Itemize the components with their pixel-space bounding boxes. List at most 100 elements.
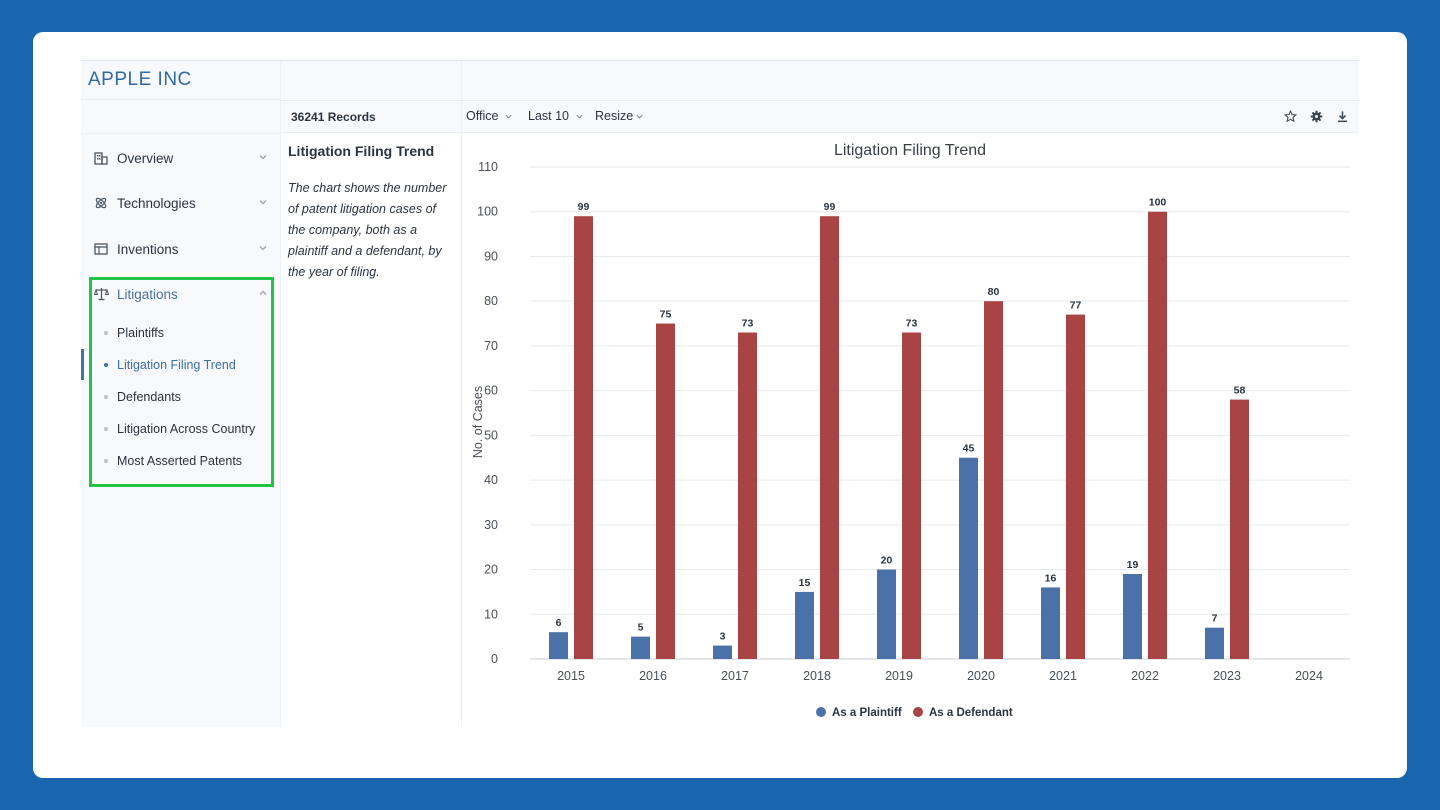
divider	[81, 133, 280, 134]
bar-defendant[interactable]	[984, 301, 1003, 659]
chevron-up-icon	[259, 290, 267, 295]
data-label: 99	[824, 201, 836, 213]
bar-defendant[interactable]	[738, 332, 757, 659]
panel-title: Litigation Filing Trend	[288, 143, 435, 159]
bar-defendant[interactable]	[656, 323, 675, 659]
sidebar-item-litigations[interactable]: Litigations	[93, 282, 269, 306]
chevron-down-icon	[259, 246, 267, 251]
panel-description: The chart shows the number of patent lit…	[288, 181, 447, 279]
sidebar-subitem-plaintiffs[interactable]: Plaintiffs	[104, 323, 164, 343]
building-icon	[93, 150, 109, 166]
data-label: 15	[799, 577, 811, 589]
bar-defendant[interactable]	[1148, 211, 1167, 659]
sidebar-subitem-label: Litigation Filing Trend	[117, 358, 236, 372]
x-tick-label: 2018	[803, 669, 831, 683]
sidebar-subitem-most-asserted-patents[interactable]: Most Asserted Patents	[104, 451, 242, 471]
sidebar-subitem-label: Most Asserted Patents	[117, 454, 243, 468]
x-tick-label: 2024	[1295, 669, 1323, 683]
chart-title: Litigation Filing Trend	[834, 142, 986, 159]
office-dropdown[interactable]: Office	[466, 109, 513, 123]
download-icon[interactable]	[1336, 110, 1349, 123]
chevron-down-icon	[576, 114, 583, 119]
active-indicator	[81, 349, 84, 380]
sidebar-item-inventions[interactable]: Inventions	[93, 237, 269, 261]
data-label: 75	[660, 309, 672, 321]
legend-marker-defendant	[913, 707, 923, 717]
data-label: 3	[720, 631, 726, 643]
bar-plaintiff[interactable]	[1041, 587, 1060, 659]
bullet-icon	[104, 363, 108, 367]
bar-defendant[interactable]	[1066, 314, 1085, 659]
bar-plaintiff[interactable]	[713, 645, 732, 659]
y-axis-label: No. of Cases	[471, 386, 485, 458]
y-tick-label: 80	[484, 294, 498, 308]
bar-defendant[interactable]	[902, 332, 921, 659]
y-tick-label: 0	[491, 652, 498, 666]
resize-dropdown-label: Resize	[595, 109, 634, 123]
data-label: 7	[1212, 613, 1218, 625]
data-label: 19	[1127, 559, 1139, 571]
x-tick-label: 2019	[885, 669, 913, 683]
sidebar-subitem-defendants[interactable]: Defendants	[104, 387, 181, 407]
chart-toolbar: Office Last 10 Resize	[462, 100, 1359, 133]
y-axis-ticks: 0 10 20 30 40 50 60 70 80 90 100 110	[477, 160, 498, 666]
bar-plaintiff[interactable]	[549, 632, 568, 659]
panel-header	[281, 61, 461, 99]
sidebar-subitem-litigation-filing-trend[interactable]: Litigation Filing Trend	[104, 355, 236, 375]
sidebar-item-label: Technologies	[117, 195, 196, 211]
y-tick-label: 40	[484, 473, 498, 487]
bar-plaintiff[interactable]	[1205, 627, 1224, 659]
atom-icon	[93, 195, 109, 211]
chart-legend: As a Plaintiff As a Defendant	[816, 707, 1013, 719]
x-tick-label: 2022	[1131, 669, 1159, 683]
last-dropdown[interactable]: Last 10	[528, 109, 584, 123]
data-label: 100	[1149, 197, 1167, 209]
sidebar-subitem-label: Plaintiffs	[117, 326, 165, 340]
info-panel: 36241 Records Litigation Filing Trend Th…	[280, 61, 462, 727]
y-tick-label: 110	[478, 160, 498, 174]
sidebar-item-label: Inventions	[117, 241, 179, 257]
x-tick-label: 2023	[1213, 669, 1241, 683]
gear-icon[interactable]	[1310, 110, 1323, 123]
litigation-bar-chart: Litigation Filing Trend 0 10 20 30 40 50 60 70 8…	[471, 142, 1350, 719]
bar-defendant[interactable]	[820, 216, 839, 659]
sidebar-subitem-label: Defendants	[117, 390, 181, 404]
x-tick-label: 2015	[557, 669, 585, 683]
x-axis-ticks: 2015 2016 2017 2018 2019 2020 2021 2022 2023 2024	[557, 669, 1323, 683]
panel-header	[462, 61, 1359, 99]
bar-defendant[interactable]	[574, 216, 593, 659]
resize-dropdown[interactable]: Resize	[595, 109, 644, 123]
y-tick-label: 50	[484, 428, 498, 442]
bullet-icon	[104, 395, 108, 399]
data-label: 73	[742, 317, 754, 329]
bar-plaintiff[interactable]	[795, 591, 814, 659]
bars: 6 99 5 75 3 73 15 99 20 73 45 80 16 77 19 100 7 58	[549, 197, 1249, 659]
sidebar-subitem-label: Litigation Across Country	[117, 422, 256, 436]
legend-marker-plaintiff	[816, 707, 826, 717]
sidebar-item-label: Overview	[117, 150, 174, 166]
last-dropdown-label: Last 10	[528, 109, 570, 123]
chevron-down-icon	[505, 114, 513, 119]
bar-defendant[interactable]	[1230, 399, 1249, 659]
bar-plaintiff[interactable]	[959, 457, 978, 659]
sidebar-item-overview[interactable]: Overview	[93, 146, 269, 170]
data-label: 99	[578, 201, 590, 213]
bar-plaintiff[interactable]	[877, 569, 896, 659]
legend-label-defendant[interactable]: As a Defendant	[929, 707, 1013, 719]
data-label: 5	[638, 622, 644, 634]
bullet-icon	[104, 459, 108, 463]
star-icon[interactable]	[1284, 110, 1297, 123]
x-tick-label: 2020	[967, 669, 995, 683]
sidebar-subitem-litigation-across-country[interactable]: Litigation Across Country	[104, 419, 255, 439]
legend-label-plaintiff[interactable]: As a Plaintiff	[832, 707, 902, 719]
sidebar-item-technologies[interactable]: Technologies	[93, 191, 269, 215]
data-label: 20	[881, 555, 893, 567]
x-tick-label: 2021	[1049, 669, 1077, 683]
sidebar-item-label: Litigations	[117, 286, 178, 302]
data-label: 58	[1234, 385, 1246, 397]
bullet-icon	[104, 331, 108, 335]
office-dropdown-label: Office	[466, 109, 499, 123]
bar-plaintiff[interactable]	[1123, 574, 1142, 659]
bar-plaintiff[interactable]	[631, 636, 650, 659]
y-tick-label: 60	[484, 384, 498, 398]
